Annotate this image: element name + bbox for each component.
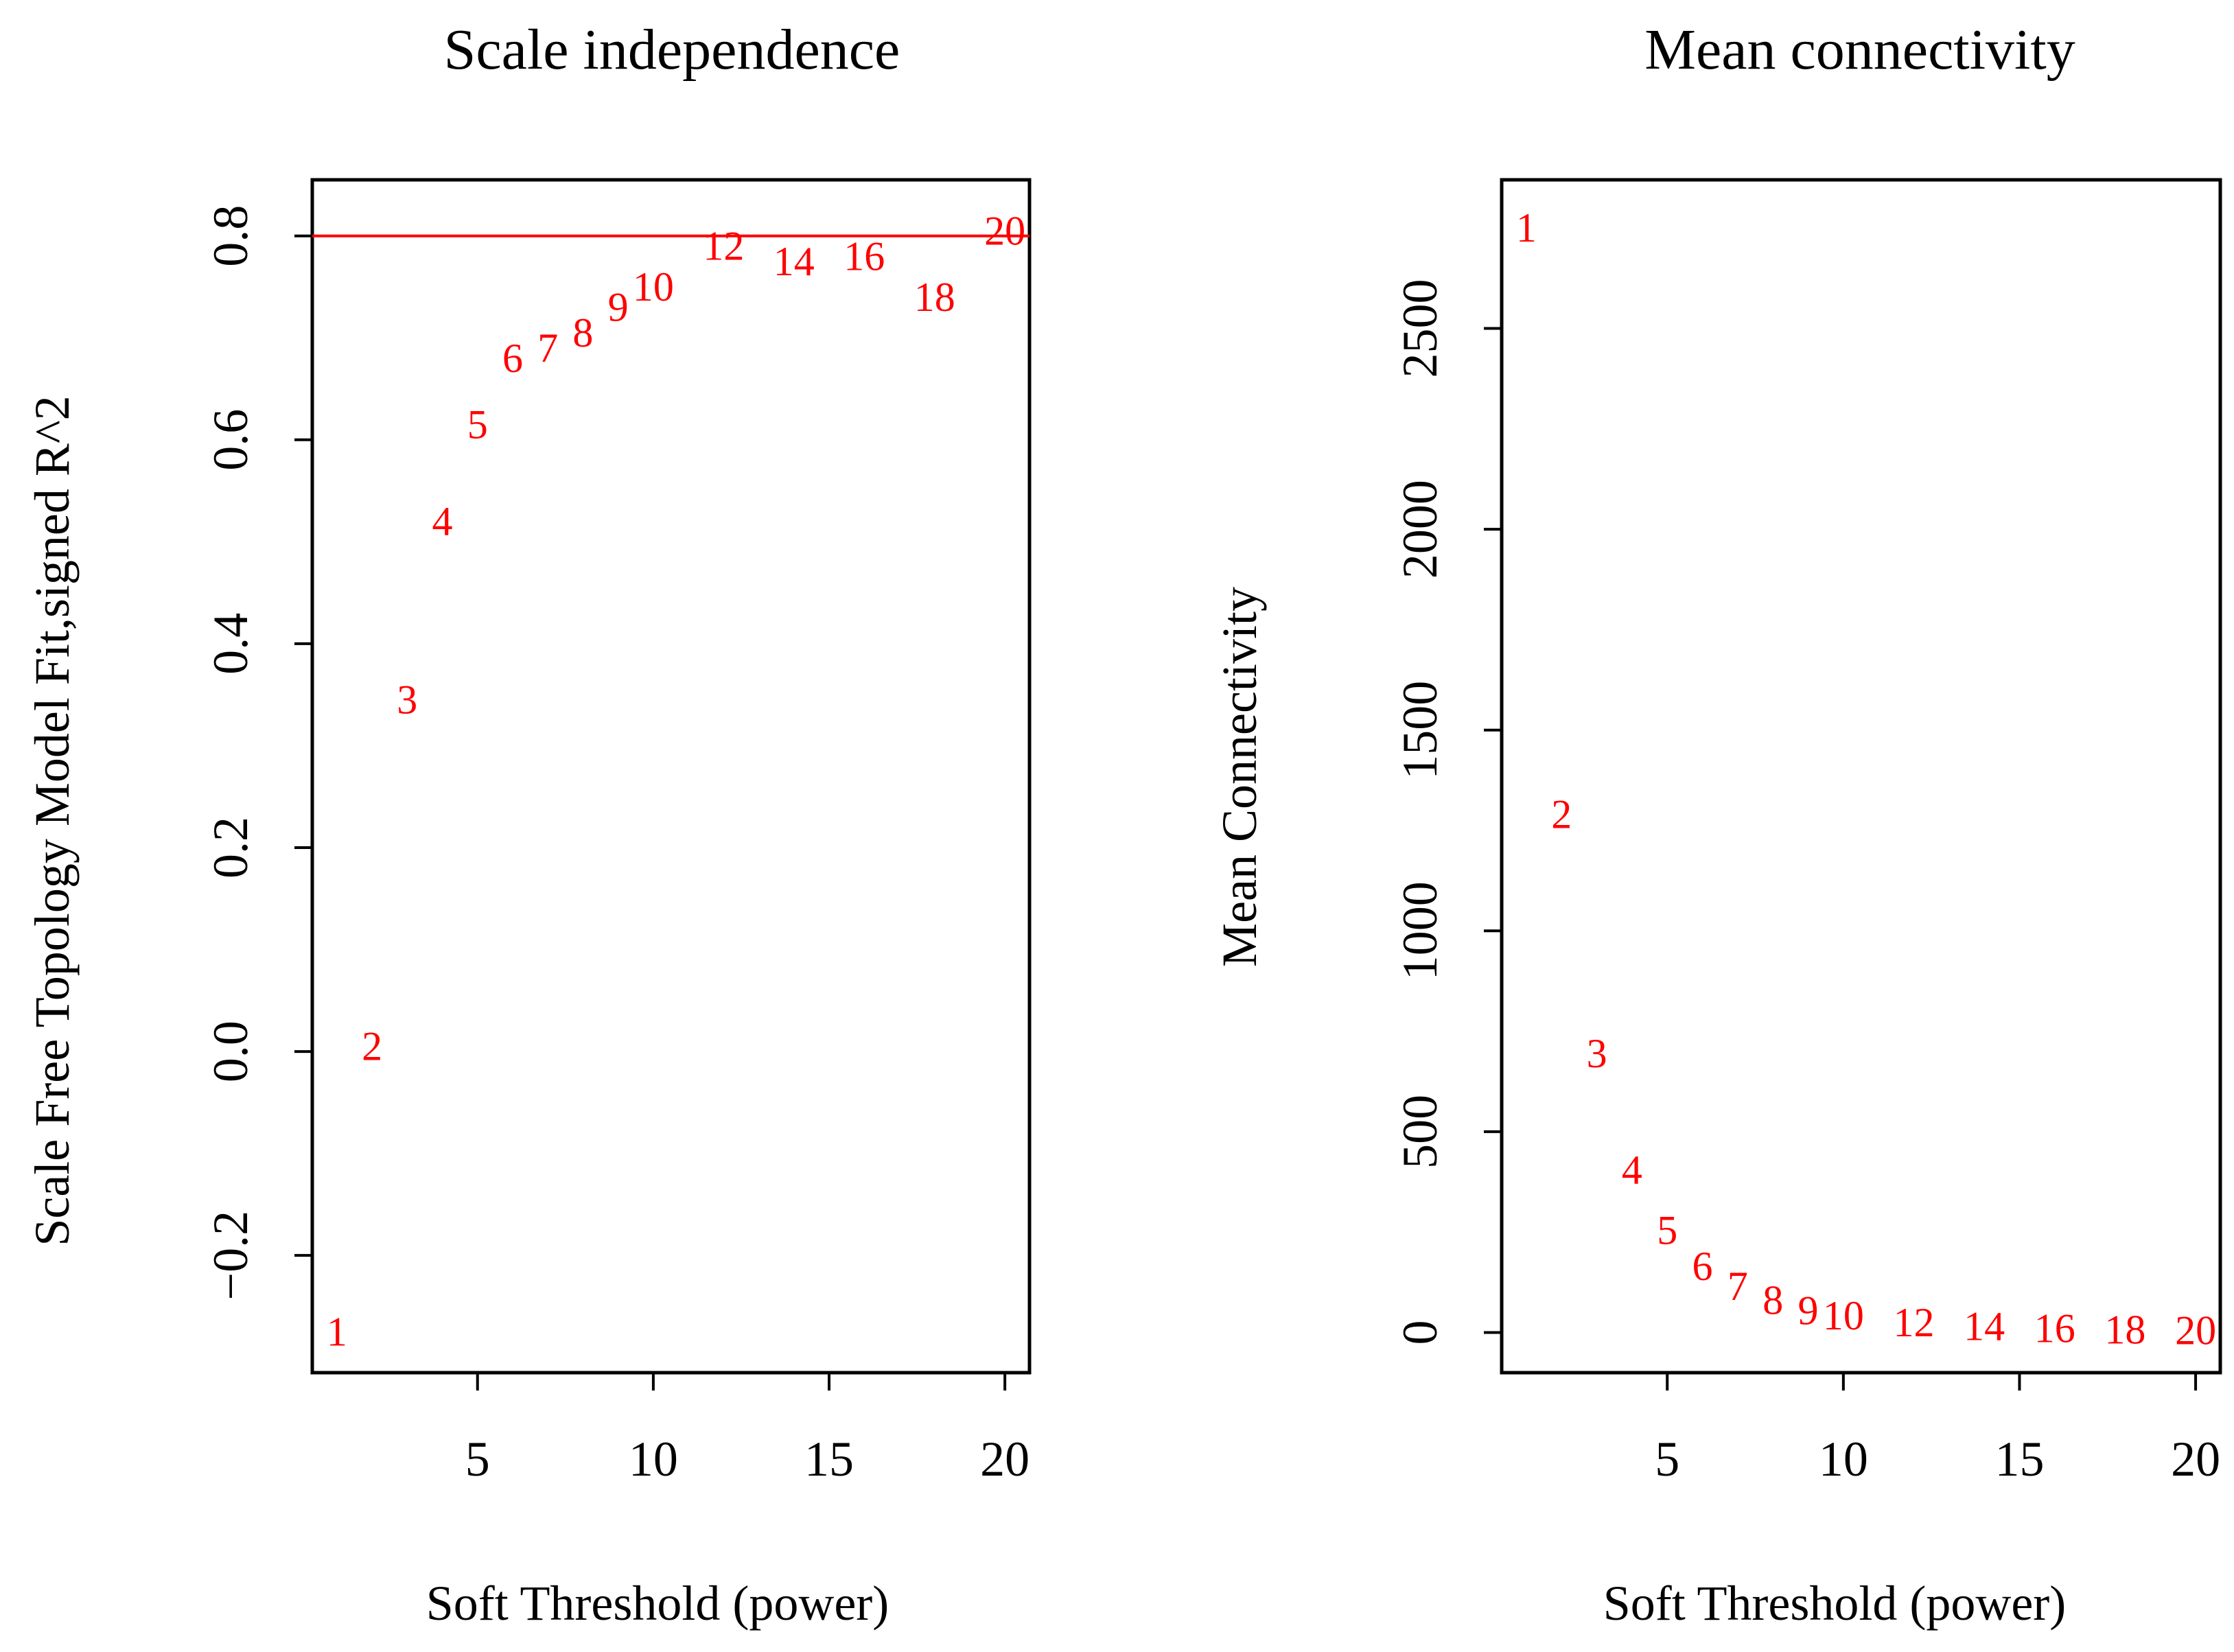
data-point-label: 5 xyxy=(467,402,488,447)
x-tick-label: 15 xyxy=(1994,1432,2044,1487)
x-axis: 5 10 15 20 xyxy=(1655,1373,2220,1487)
data-point-label: 2 xyxy=(1551,792,1572,837)
y-axis: −0.2 0.0 0.2 0.4 0.6 0.8 xyxy=(203,205,312,1301)
data-point-label: 1 xyxy=(327,1310,347,1355)
data-point-label: 20 xyxy=(984,208,1025,253)
y-tick-label: −0.2 xyxy=(203,1211,258,1301)
data-point-label: 4 xyxy=(432,499,453,544)
data-point-label: 18 xyxy=(914,275,955,320)
y-tick-label: 2500 xyxy=(1393,279,1447,378)
y-axis: 0 500 1000 1500 2000 2500 xyxy=(1393,279,1502,1345)
plot-frame xyxy=(1500,178,2222,1375)
data-point-label: 20 xyxy=(2175,1308,2216,1353)
x-tick-label: 20 xyxy=(980,1432,1029,1487)
x-tick-label: 10 xyxy=(629,1432,678,1487)
data-point-label: 16 xyxy=(2034,1306,2075,1351)
x-axis-label: Soft Threshold (power) xyxy=(426,1576,889,1631)
y-tick-label: 1500 xyxy=(1393,681,1447,780)
data-point-label: 12 xyxy=(1893,1300,1934,1345)
x-tick-label: 15 xyxy=(804,1432,854,1487)
y-tick-label: 0.0 xyxy=(203,1021,258,1082)
x-tick-label: 5 xyxy=(1655,1432,1679,1487)
y-tick-label: 0.6 xyxy=(203,409,258,471)
y-tick-label: 1000 xyxy=(1393,881,1447,980)
x-tick-label: 10 xyxy=(1819,1432,1868,1487)
y-tick-label: 0 xyxy=(1393,1320,1447,1345)
data-point-label: 1 xyxy=(1516,205,1537,251)
data-point-label: 18 xyxy=(2104,1307,2145,1352)
plot-frame xyxy=(310,178,1032,1375)
y-tick-label: 0.4 xyxy=(203,613,258,675)
y-axis-label: Scale Free Topology Model Fit,signed R^2 xyxy=(25,395,80,1246)
y-axis-label: Mean Connectivity xyxy=(1212,587,1267,967)
data-point-label: 6 xyxy=(502,336,523,381)
y-tick-label: 500 xyxy=(1393,1095,1447,1169)
y-tick-label: 0.8 xyxy=(203,205,258,267)
data-point-label: 8 xyxy=(1762,1278,1783,1323)
data-point-label: 7 xyxy=(537,325,558,371)
data-point-label: 4 xyxy=(1622,1147,1642,1192)
data-point-label: 14 xyxy=(1964,1304,2005,1349)
data-point-label: 14 xyxy=(773,239,815,284)
x-tick-label: 5 xyxy=(465,1432,490,1487)
data-point-label: 2 xyxy=(362,1024,382,1069)
panel-title: Mean connectivity xyxy=(1644,18,2075,82)
data-point-label: 3 xyxy=(1587,1031,1607,1076)
y-tick-label: 2000 xyxy=(1393,480,1447,579)
x-axis-label: Soft Threshold (power) xyxy=(1603,1576,2067,1631)
x-axis: 5 10 15 20 xyxy=(465,1373,1029,1487)
data-point-label: 9 xyxy=(608,285,629,330)
data-point-label: 6 xyxy=(1692,1244,1713,1289)
data-point-label: 12 xyxy=(703,224,744,269)
data-point-label: 7 xyxy=(1727,1264,1748,1309)
data-point-label: 5 xyxy=(1657,1207,1677,1253)
scale-independence-panel: Scale independence 5 10 15 20 −0.20.00.20.4… xyxy=(25,18,1032,1631)
data-point-label: 3 xyxy=(397,677,417,723)
data-point-label: 10 xyxy=(633,264,674,310)
data-point-label: 10 xyxy=(1823,1293,1864,1338)
data-point-label: 16 xyxy=(843,233,885,279)
y-tick-label: 0.2 xyxy=(203,817,258,879)
mean-connectivity-panel: Mean connectivity 5 10 15 20 05001000150020… xyxy=(1212,18,2222,1631)
data-point-label: 8 xyxy=(572,310,593,356)
data-point-label: 9 xyxy=(1798,1288,1819,1333)
x-tick-label: 20 xyxy=(2171,1432,2220,1487)
panel-title: Scale independence xyxy=(444,18,900,82)
